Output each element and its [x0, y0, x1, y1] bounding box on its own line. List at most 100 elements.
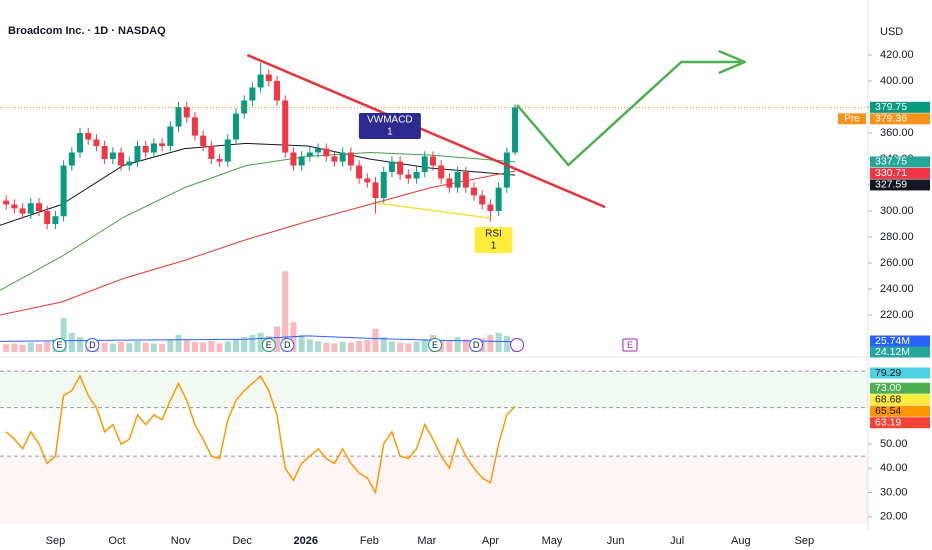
- volume-bar: [175, 335, 182, 352]
- x-tick-label: Dec: [232, 535, 252, 547]
- axis-value-label: 330.71: [875, 167, 907, 179]
- x-tick-label: Sep: [795, 535, 815, 547]
- volume-bar: [183, 340, 190, 352]
- moving-average: [0, 170, 516, 316]
- volume-bar: [208, 340, 215, 352]
- volume-bar: [421, 339, 428, 352]
- y-tick-label: 420.00: [880, 49, 914, 61]
- volume-bar: [44, 341, 51, 352]
- event-label: E: [432, 340, 438, 350]
- axis-value-box: [870, 101, 930, 113]
- candle-body: [503, 152, 510, 188]
- candle-body: [118, 152, 125, 166]
- volume-bar: [118, 341, 125, 352]
- axis-value-label: 68.68: [875, 394, 901, 406]
- volume-value-label: 24.12M: [875, 346, 910, 358]
- volume-bar: [323, 342, 330, 352]
- candle-body: [413, 172, 420, 179]
- rsi-line: [5, 374, 516, 495]
- axis-value-label: 337.75: [875, 156, 907, 168]
- candle-body: [167, 126, 174, 146]
- volume-bar: [364, 340, 371, 352]
- volume-bar: [487, 335, 494, 352]
- candle-body: [150, 143, 157, 153]
- volume-bar: [11, 343, 18, 352]
- volume-bar: [372, 328, 379, 352]
- candle-body: [142, 146, 149, 153]
- event-marker: [52, 338, 67, 352]
- volume-bar: [257, 332, 264, 352]
- candle-body: [512, 107, 519, 153]
- volume-value-box: [870, 335, 930, 347]
- chart-title: Broadcom Inc. · 1D · NASDAQ: [8, 25, 166, 37]
- candle-body: [388, 161, 395, 172]
- candle-body: [257, 74, 264, 88]
- y-tick-label: 400.00: [880, 75, 914, 87]
- volume-bar: [19, 344, 26, 352]
- drawing-line: [246, 53, 606, 209]
- y-tick-label: 360.00: [880, 127, 914, 139]
- candle-body: [68, 152, 75, 166]
- volume-bar: [495, 332, 502, 352]
- event-label: E: [627, 340, 633, 350]
- volume-bar: [241, 337, 248, 352]
- arrow-head: [718, 49, 747, 75]
- candle-body: [298, 156, 305, 166]
- candle-body: [471, 187, 478, 196]
- axis-value-box: [870, 113, 930, 125]
- candle-body: [315, 148, 322, 153]
- event-marker: [469, 338, 484, 352]
- rsi-tick-label: 50.00: [880, 438, 908, 450]
- candle-body: [290, 152, 297, 166]
- volume-bar: [462, 339, 469, 352]
- axis-value-label: 65.54: [875, 405, 901, 417]
- y-tick-label: 280.00: [880, 231, 914, 243]
- volume-bar: [35, 343, 42, 352]
- volume-value-box: [870, 346, 930, 358]
- candle-body: [495, 187, 502, 211]
- candle-body: [101, 146, 108, 159]
- event-marker: [85, 338, 100, 352]
- event-label: E: [266, 340, 272, 350]
- pre-label-box: [838, 113, 866, 125]
- x-tick-label: Jul: [670, 535, 684, 547]
- axis-value-box: [870, 382, 930, 394]
- annotation-text: RSI: [485, 229, 502, 240]
- candle-body: [347, 152, 354, 166]
- candle-body: [397, 161, 404, 175]
- candle-body: [462, 172, 469, 188]
- axis-value-label: 63.19: [875, 417, 901, 429]
- candle-body: [44, 211, 51, 224]
- x-tick-label: Aug: [731, 535, 751, 547]
- axis-value-box: [870, 179, 930, 191]
- axis-value-box: [870, 156, 930, 168]
- volume-bar: [405, 343, 412, 352]
- volume-bar: [306, 339, 313, 352]
- y-tick-label: 300.00: [880, 205, 914, 217]
- volume-bar: [77, 337, 84, 352]
- x-tick-label: 2026: [294, 535, 318, 547]
- candle-body: [265, 74, 272, 81]
- axis-value-box: [870, 417, 930, 429]
- annotation-text: 1: [387, 127, 393, 138]
- candle-body: [356, 165, 363, 179]
- candle-body: [249, 87, 256, 101]
- candle-body: [323, 148, 330, 157]
- candle-body: [438, 165, 445, 179]
- rsi-overbought-zone: [0, 371, 868, 408]
- axis-value-label: 379.36: [875, 113, 907, 125]
- candle-body: [11, 204, 18, 209]
- candle-body: [380, 172, 387, 198]
- volume-bar: [27, 342, 34, 352]
- candle-body: [421, 156, 428, 172]
- volume-bar: [191, 341, 198, 352]
- volume-bar: [315, 341, 322, 352]
- annotation-box: [358, 112, 421, 139]
- candle-body: [446, 178, 453, 188]
- volume-bar: [224, 341, 231, 352]
- volume-value-label: 25.74M: [875, 335, 910, 347]
- candle-body: [3, 200, 10, 205]
- volume-bar: [380, 337, 387, 352]
- split-icon: [510, 338, 525, 352]
